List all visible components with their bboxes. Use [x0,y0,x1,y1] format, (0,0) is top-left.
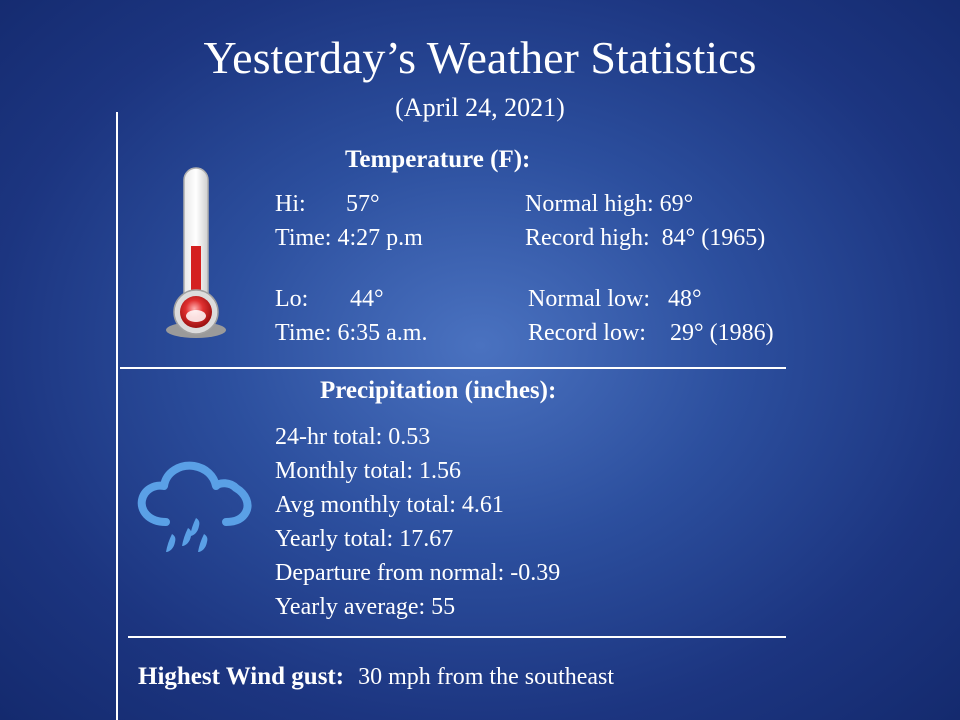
precip-avg-monthly: Avg monthly total: 4.61 [275,492,504,518]
thermometer-icon [166,167,226,338]
precip-yearly-average: Yearly average: 55 [275,594,456,620]
precipitation-heading: Precipitation (inches): [320,377,557,404]
precip-24hr: 24-hr total: 0.53 [275,424,431,450]
temperature-heading: Temperature (F): [345,146,531,173]
precip-departure: Departure from normal: -0.39 [275,560,561,586]
record-low: Record low: 29° (1986) [528,320,774,346]
lo-time: Time: 6:35 a.m. [275,320,428,346]
hi-label: Hi: [275,191,306,217]
wind-gust-value: 30 mph from the southeast [358,664,615,690]
page-title: Yesterday’s Weather Statistics [203,32,757,83]
normal-high: Normal high: 69° [525,191,694,217]
hi-time: Time: 4:27 p.m [275,225,423,251]
lo-value: 44° [350,286,384,312]
wind-gust: Highest Wind gust: 30 mph from the south… [138,660,614,697]
normal-low: Normal low: 48° [528,286,702,312]
precip-yearly: Yearly total: 17.67 [275,526,454,552]
hi-value: 57° [346,191,380,217]
vertical-divider [116,112,118,720]
precip-monthly: Monthly total: 1.56 [275,458,461,484]
record-high: Record high: 84° (1965) [525,225,766,251]
page-date: (April 24, 2021) [395,93,565,122]
lo-label: Lo: [275,286,309,312]
wind-gust-label: Highest Wind gust: [138,663,345,690]
rain-cloud-icon [137,461,252,552]
divider-precipitation [128,636,786,638]
divider-temperature [120,367,786,369]
